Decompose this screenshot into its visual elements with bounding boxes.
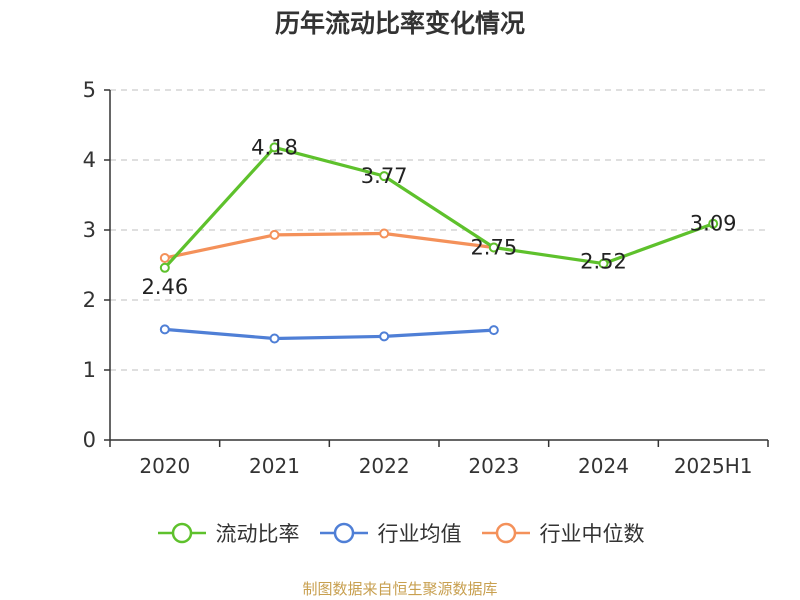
series-line: [163, 145, 714, 269]
data-point: [708, 218, 719, 229]
legend: 流动比率 行业均值 行业中位数: [0, 518, 800, 548]
y-tick-label: 1: [83, 358, 96, 382]
data-label: 2.46: [141, 275, 188, 299]
source-note: 制图数据来自恒生聚源数据库: [302, 580, 498, 598]
y-tick-label: 5: [83, 78, 96, 102]
series-layer: [159, 142, 719, 344]
data-label: 2.52: [580, 250, 627, 274]
x-tick-label: 2020: [139, 454, 190, 478]
series-line: [164, 231, 495, 260]
y-tick-label: 3: [83, 218, 96, 242]
legend-marker-icon: [481, 522, 530, 544]
y-tick-label: 2: [83, 288, 96, 312]
legend-item[interactable]: 行业中位数: [480, 518, 645, 548]
x-tick-label: 2025H1: [674, 454, 753, 478]
data-point: [159, 253, 170, 263]
legend-marker-icon: [157, 522, 206, 544]
data-point: [379, 331, 390, 342]
data-label: 2.75: [470, 236, 517, 260]
x-tick-label: 2022: [359, 454, 410, 478]
series-line: [164, 327, 494, 341]
axis-layer: 0 1 2 3 4 5 2020 2021 2022 2023 2024 2025H1: [83, 78, 769, 478]
data-point: [598, 258, 609, 269]
legend-marker-icon: [319, 522, 368, 544]
x-tick-label: 2021: [249, 454, 300, 478]
data-point: [488, 242, 499, 253]
legend-label: 行业均值: [377, 522, 462, 546]
data-point: [379, 171, 390, 182]
data-label: 3.77: [361, 164, 408, 188]
data-label: 3.09: [690, 212, 737, 236]
data-label-layer: 2.46 4.18 3.77 2.75 2.52 3.09: [141, 135, 736, 298]
data-point: [269, 142, 280, 153]
x-tick-label: 2023: [468, 454, 519, 478]
y-tick-label: 0: [83, 428, 96, 452]
legend-label: 流动比率: [215, 522, 300, 546]
grid-layer: [110, 89, 768, 371]
data-point: [269, 229, 280, 240]
legend-label: 行业中位数: [539, 522, 645, 546]
data-point: [488, 325, 499, 336]
chart-title: 历年流动比率变化情况: [274, 9, 525, 38]
legend-item[interactable]: 行业均值: [318, 518, 462, 548]
legend-item[interactable]: 流动比率: [156, 518, 300, 548]
x-tick-label: 2024: [578, 454, 629, 478]
data-label: 4.18: [251, 135, 298, 159]
data-point: [379, 228, 390, 239]
data-point: [269, 333, 280, 344]
data-point: [159, 262, 170, 273]
y-tick-label: 4: [83, 148, 96, 172]
data-point: [159, 324, 170, 335]
